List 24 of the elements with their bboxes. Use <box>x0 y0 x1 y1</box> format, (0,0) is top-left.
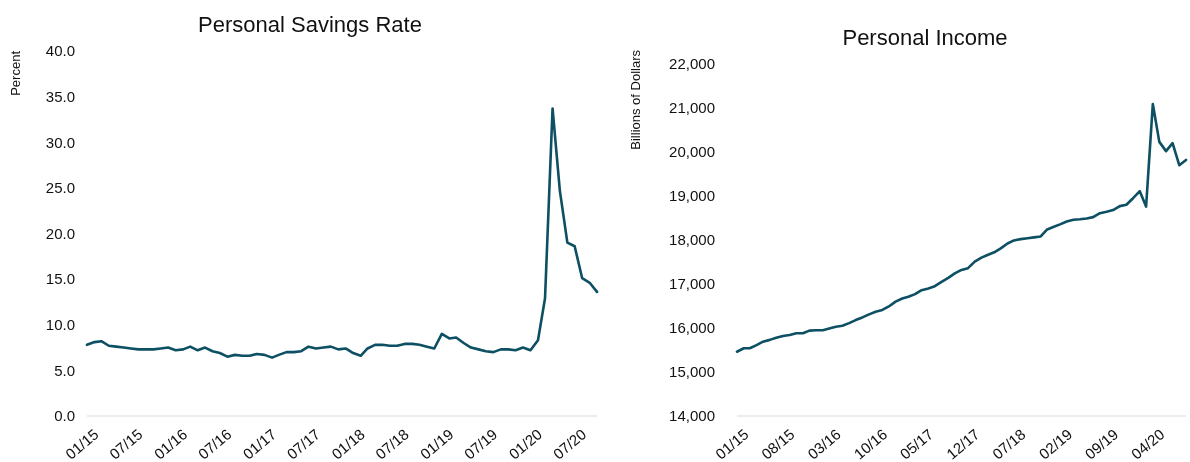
chart-title: Personal Income <box>842 25 1008 50</box>
y-tick-label: 5.0 <box>54 361 75 379</box>
y-tick-label: 20.0 <box>45 224 75 242</box>
y-tick-label: 14,000 <box>669 407 715 425</box>
y-axis-title: Percent <box>8 50 23 96</box>
y-tick-label: 18,000 <box>669 231 715 249</box>
y-tick-label: 20,000 <box>669 143 715 161</box>
y-tick-label: 16,000 <box>669 319 715 337</box>
y-tick-label: 15.0 <box>45 270 75 288</box>
chart-title: Personal Savings Rate <box>198 12 422 37</box>
y-tick-label: 0.0 <box>54 407 75 425</box>
y-tick-label: 15,000 <box>669 363 715 381</box>
y-tick-label: 21,000 <box>669 99 715 117</box>
y-tick-label: 30.0 <box>45 133 75 151</box>
y-tick-label: 25.0 <box>45 179 75 197</box>
y-tick-label: 22,000 <box>669 55 715 73</box>
y-tick-label: 40.0 <box>45 42 75 60</box>
y-tick-label: 35.0 <box>45 87 75 105</box>
line-series <box>735 102 1188 354</box>
y-tick-label: 17,000 <box>669 275 715 293</box>
line-series <box>85 107 599 359</box>
y-axis-title: Billions of Dollars <box>628 49 643 150</box>
y-tick-label: 19,000 <box>669 187 715 205</box>
y-tick-label: 10.0 <box>45 316 75 333</box>
